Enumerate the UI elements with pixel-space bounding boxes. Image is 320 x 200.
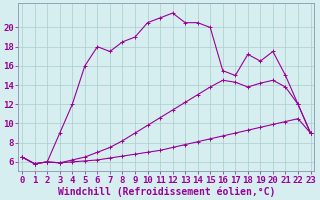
- X-axis label: Windchill (Refroidissement éolien,°C): Windchill (Refroidissement éolien,°C): [58, 186, 275, 197]
